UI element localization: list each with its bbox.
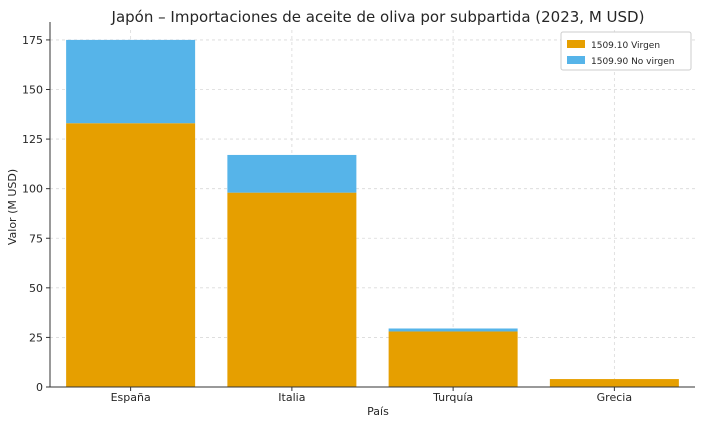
bar-segment xyxy=(227,154,357,193)
y-tick-label: 125 xyxy=(22,133,43,146)
x-tick-label: Italia xyxy=(278,391,305,404)
x-tick-label: Grecia xyxy=(597,391,632,404)
bars xyxy=(66,39,679,387)
y-tick-label: 175 xyxy=(22,34,43,47)
legend-label: 1509.90 No virgen xyxy=(591,57,675,67)
bar-segment xyxy=(549,379,679,387)
bar-segment xyxy=(388,331,518,387)
bar-segment xyxy=(388,328,518,332)
y-tick-labels: 0 25 50 75 100 125 150 175 xyxy=(22,34,43,394)
legend-label: 1509.10 Virgen xyxy=(591,41,660,51)
legend-box xyxy=(560,31,692,71)
x-tick-label: España xyxy=(111,391,151,404)
bar-segment xyxy=(227,192,357,387)
legend-swatch xyxy=(567,56,585,64)
y-tick-label: 75 xyxy=(29,232,43,245)
y-axis-label: Valor (M USD) xyxy=(6,169,19,245)
y-tick-label: 0 xyxy=(36,381,43,394)
y-tick-label: 25 xyxy=(29,331,43,344)
axes xyxy=(46,22,695,391)
bar-segment xyxy=(66,39,196,124)
x-axis-label: País xyxy=(367,405,389,418)
y-tick-label: 150 xyxy=(22,84,43,97)
chart-title: Japón – Importaciones de aceite de oliva… xyxy=(111,8,645,26)
x-tick-labels: España Italia Turquía Grecia xyxy=(111,391,633,404)
legend: 1509.10 Virgen 1509.90 No virgen xyxy=(560,31,692,71)
x-tick-label: Turquía xyxy=(432,391,473,404)
bar-segment xyxy=(66,123,196,387)
y-tick-label: 50 xyxy=(29,282,43,295)
legend-swatch xyxy=(567,40,585,48)
y-tick-label: 100 xyxy=(22,183,43,196)
